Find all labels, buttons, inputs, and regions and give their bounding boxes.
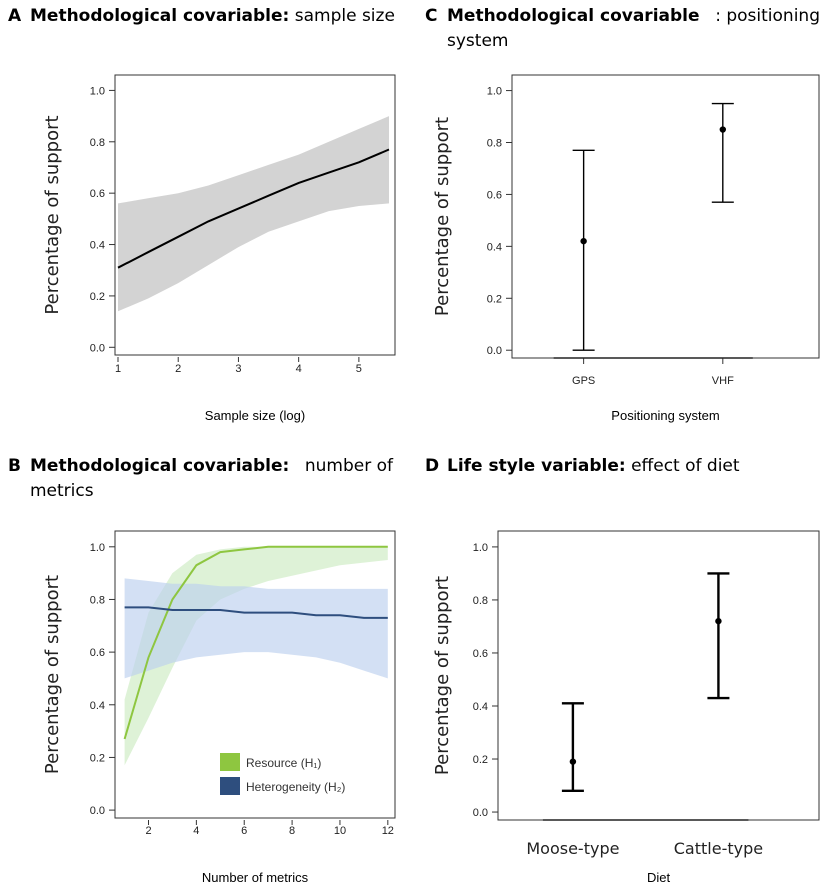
panel-c-ytick-3: 0.6 [487, 189, 502, 201]
panel-d-ylabel: Percentage of support [432, 576, 453, 775]
panel-a-ylabel: Percentage of support [42, 115, 63, 314]
panel-d-ytick-1: 0.2 [473, 754, 488, 766]
panel-b-xtick-0: 2 [145, 825, 151, 837]
panel-b-xtick-1: 4 [193, 825, 199, 837]
panel-b-frame [114, 530, 396, 819]
panel-a-title-rest: sample size [289, 6, 395, 26]
panel-a-line-0 [117, 148, 390, 269]
panel-d-ytick-3: 0.6 [473, 648, 488, 660]
panel-c-xtick-0: GPS [572, 375, 595, 387]
panel-a-xtick-2: 3 [235, 363, 241, 375]
panel-d-title-bold: Life style variable: [447, 456, 626, 476]
panel-a-xtick-3: 4 [296, 363, 302, 375]
panel-b-band-1 [124, 578, 388, 679]
panel-d-ytick-2: 0.4 [473, 701, 488, 713]
panel-b-ytick-1: 0.2 [90, 752, 105, 764]
panel-a-ytick-1: 0.2 [90, 291, 105, 303]
panel-a-xtick-4: 5 [356, 363, 362, 375]
panel-b-line-1 [124, 606, 388, 619]
panel-d-xtick-1: Cattle-type [674, 839, 763, 858]
panel-b-title-line2: metrics [30, 481, 94, 501]
panel-b-ylabel: Percentage of support [42, 575, 63, 774]
panel-a-band-0 [118, 116, 389, 312]
panel-d-ytick-4: 0.8 [473, 595, 488, 607]
panel-b-xtick-5: 12 [382, 825, 394, 837]
panel-b-ytick-3: 0.6 [90, 647, 105, 659]
panel-b-legend-swatch-1 [220, 777, 240, 795]
panel-d-frame [497, 530, 820, 821]
panel-a-title-bold: Methodological covariable: [30, 6, 290, 26]
panel-d-point-1 [715, 617, 722, 625]
panel-c-xlabel: Positioning system [611, 408, 719, 423]
panel-a-xlabel: Sample size (log) [205, 408, 305, 423]
panel-b-ytick-4: 0.8 [90, 594, 105, 606]
panel-d-title: D Life style variable: effect of diet [425, 454, 740, 479]
panel-a-xtick-0: 1 [115, 363, 121, 375]
panel-c-ytick-5: 1.0 [487, 86, 502, 98]
panel-a-title: A Methodological covariable: sample size [8, 4, 395, 29]
panel-a-xtick-1: 2 [175, 363, 181, 375]
panel-c-title-rest: : positioning [715, 6, 820, 26]
panel-c-title-line2: system [447, 31, 509, 51]
panel-c-ytick-0: 0.0 [487, 345, 502, 357]
panel-d-ytick-5: 1.0 [473, 542, 488, 554]
panel-c-ylabel: Percentage of support [432, 117, 453, 316]
panel-b-xtick-2: 6 [241, 825, 247, 837]
panel-c-ytick-1: 0.2 [487, 293, 502, 305]
panel-a-ytick-5: 1.0 [90, 85, 105, 97]
panel-a-ytick-4: 0.8 [90, 137, 105, 149]
panel-b-ytick-0: 0.0 [90, 805, 105, 817]
panel-c-point-0 [580, 237, 587, 245]
panel-d-letter: D [425, 456, 440, 476]
panel-b-letter: B [8, 456, 21, 476]
panel-a-letter: A [8, 6, 22, 26]
panel-c-frame [511, 74, 820, 359]
panel-d-chart: Moose-type Cattle-type 0.0 0.2 0.4 0.6 0.8 1.0 D… [432, 530, 820, 885]
panel-b-title: B Methodological covariable: number of me… [8, 454, 393, 504]
panel-b-legend-label-0: Resource (H₁) [246, 756, 321, 770]
panel-d-point-0 [569, 758, 577, 765]
panel-b-xtick-3: 8 [289, 825, 295, 837]
panel-a-ytick-0: 0.0 [90, 342, 105, 354]
panel-a-ytick-3: 0.6 [90, 188, 105, 200]
panel-b-title-bold: Methodological covariable: [30, 456, 290, 476]
panel-b-legend-label-1: Heterogeneity (H₂) [246, 780, 345, 794]
panel-a-ytick-2: 0.4 [90, 240, 105, 252]
panel-c-chart: GPS VHF 0.0 0.2 0.4 0.6 0.8 1.0 Positioning syst… [432, 74, 820, 423]
panel-d-xtick-0: Moose-type [526, 839, 619, 858]
panel-b-xtick-4: 10 [334, 825, 346, 837]
panel-b-legend-swatch-0 [220, 753, 240, 771]
panel-c-point-1 [719, 126, 727, 133]
panel-b-title-rest: number of [304, 456, 393, 476]
panel-b-chart: 2 4 6 8 10 12 0.0 0.2 0.4 0.6 0.8 1.0 Number of metr… [42, 530, 396, 885]
panel-b-ytick-5: 1.0 [90, 542, 105, 554]
panel-a-chart: 1 2 3 4 5 0.0 0.2 0.4 0.6 0.8 1.0 Sample size (log)… [42, 74, 396, 423]
panel-d-xlabel: Diet [647, 870, 671, 885]
panel-d-ytick-0: 0.0 [473, 807, 488, 819]
panel-c-ytick-4: 0.8 [487, 138, 502, 150]
panel-d-title-rest: effect of diet [625, 456, 740, 476]
panel-b-ytick-2: 0.4 [90, 700, 105, 712]
panel-a-frame [114, 74, 396, 356]
panel-c-title-bold: Methodological covariable [447, 6, 700, 26]
panel-c-xtick-1: VHF [712, 375, 734, 387]
panel-c-letter: C [425, 6, 438, 26]
panel-c-title: C Methodological covariable : positioning… [425, 4, 820, 54]
panel-b-xlabel: Number of metrics [202, 870, 309, 885]
panel-c-ytick-2: 0.4 [487, 241, 502, 253]
